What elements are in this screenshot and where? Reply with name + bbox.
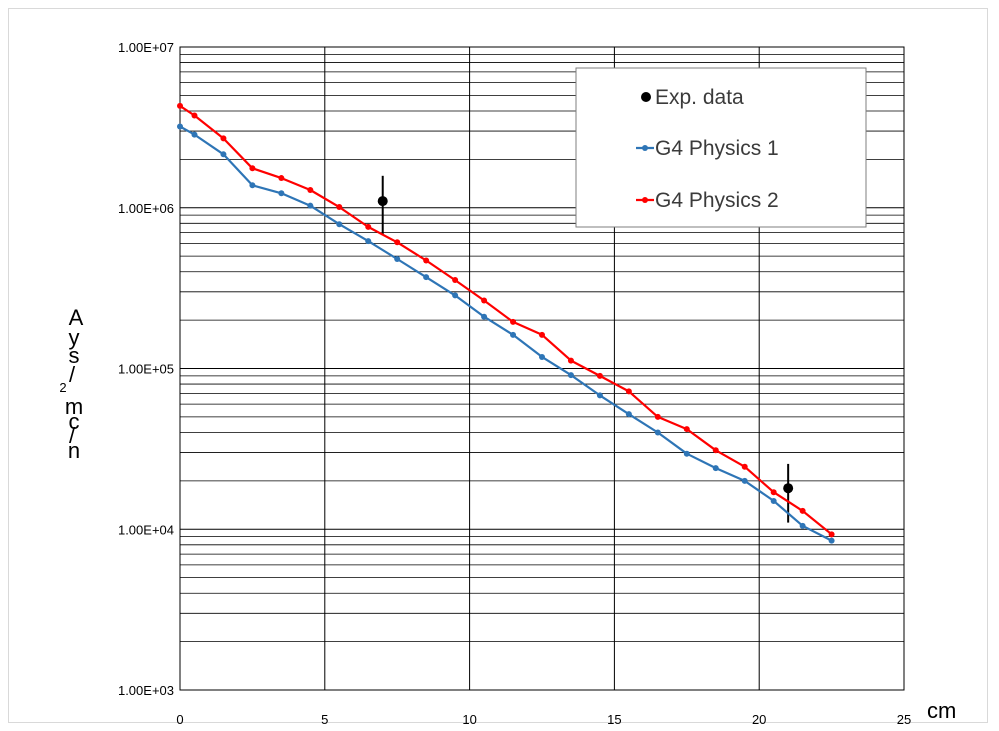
- data-point: [278, 190, 285, 197]
- data-point: [510, 318, 517, 325]
- data-point: [177, 123, 183, 130]
- legend-label: G4 Physics 2: [655, 189, 779, 212]
- data-point: [452, 292, 459, 299]
- data-point: [770, 489, 777, 496]
- data-point: [654, 429, 661, 436]
- y-axis-label: Ays/mc/n2: [59, 305, 83, 463]
- y-label-char: s: [69, 343, 80, 368]
- data-point: [783, 483, 794, 494]
- data-point: [365, 238, 372, 245]
- data-point: [423, 274, 430, 281]
- series-line: [179, 104, 833, 536]
- data-point: [828, 537, 835, 544]
- data-point: [712, 447, 719, 454]
- y-label-superscript: 2: [59, 380, 66, 395]
- data-point: [799, 522, 806, 529]
- data-point: [683, 450, 690, 457]
- data-point: [452, 277, 459, 284]
- legend-box: [575, 67, 867, 228]
- data-point: [567, 372, 574, 379]
- y-tick-label: 1.00E+03: [118, 683, 174, 698]
- y-tick-label: 1.00E+05: [118, 362, 174, 377]
- data-point: [377, 196, 388, 207]
- data-point: [567, 357, 574, 364]
- legend-label: Exp. data: [655, 86, 744, 109]
- data-point: [307, 202, 314, 209]
- data-point: [770, 497, 777, 504]
- data-point: [249, 182, 256, 189]
- y-label-char: m: [65, 394, 83, 419]
- data-point: [220, 151, 227, 158]
- legend-label: G4 Physics 1: [655, 137, 779, 160]
- data-point: [191, 112, 198, 119]
- y-axis-ticks: 1.00E+03 1.00E+04 1.00E+05 1.00E+06 1.00E+07: [118, 40, 174, 698]
- data-point: [307, 186, 314, 193]
- data-point: [481, 313, 488, 320]
- x-tick-label: 5: [321, 712, 328, 727]
- y-tick-label: 1.00E+07: [118, 40, 174, 55]
- y-label-char: /: [69, 423, 76, 448]
- y-label-char: /: [69, 362, 76, 387]
- data-point: [654, 413, 661, 420]
- series-line: [179, 125, 833, 542]
- y-label-char: n: [68, 438, 80, 463]
- data-point: [741, 477, 748, 484]
- data-point: [625, 411, 632, 418]
- data-point: [539, 331, 545, 338]
- y-tick-label: 1.00E+06: [118, 201, 174, 216]
- plot-area: [179, 46, 905, 691]
- data-point: [539, 353, 545, 360]
- legend: Exp. data G4 Physics 1 G4 Physics 2: [575, 67, 867, 228]
- data-point: [336, 204, 343, 211]
- x-tick-label: 25: [897, 712, 911, 727]
- x-tick-label: 0: [176, 712, 183, 727]
- data-point: [278, 175, 285, 182]
- data-point: [712, 465, 719, 472]
- x-axis-ticks: 0 5 10 15 20 25: [176, 712, 911, 727]
- series: [177, 102, 835, 544]
- legend-marker: [642, 145, 648, 151]
- data-point: [249, 165, 256, 172]
- data-point: [510, 331, 517, 338]
- data-point: [799, 507, 806, 514]
- x-tick-label: 10: [462, 712, 476, 727]
- y-tick-label: 1.00E+04: [118, 522, 174, 537]
- legend-marker: [642, 197, 648, 203]
- data-point: [828, 531, 835, 538]
- data-point: [177, 102, 183, 109]
- data-point: [596, 392, 603, 399]
- y-label-char: A: [69, 305, 84, 330]
- data-point: [741, 463, 748, 470]
- y-label-char: y: [69, 325, 80, 350]
- chart-frame: [8, 8, 988, 723]
- legend-marker: [641, 92, 651, 102]
- x-axis-label: cm: [927, 698, 956, 723]
- data-point: [481, 297, 488, 304]
- data-point: [191, 131, 198, 138]
- x-tick-label: 20: [752, 712, 766, 727]
- data-point: [220, 135, 227, 142]
- data-point: [423, 257, 430, 264]
- data-point: [394, 239, 401, 246]
- data-point: [394, 255, 401, 262]
- data-point: [365, 223, 372, 230]
- data-point: [625, 388, 632, 395]
- data-point: [596, 372, 603, 379]
- x-tick-label: 15: [607, 712, 621, 727]
- data-point: [683, 426, 690, 433]
- y-label-char: c: [69, 409, 80, 434]
- data-point: [336, 221, 343, 228]
